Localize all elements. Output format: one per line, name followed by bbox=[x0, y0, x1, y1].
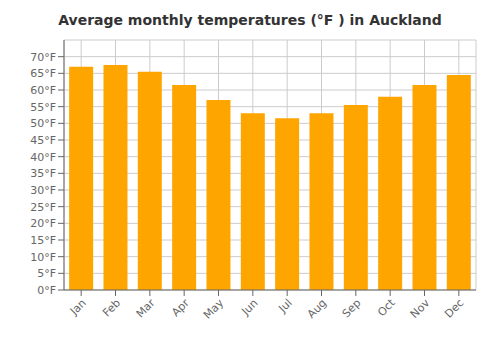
svg-text:Jun: Jun bbox=[238, 296, 260, 318]
svg-text:Mar: Mar bbox=[134, 296, 158, 320]
svg-text:65°F: 65°F bbox=[30, 67, 56, 80]
svg-text:40°F: 40°F bbox=[30, 151, 56, 164]
svg-text:70°F: 70°F bbox=[30, 51, 56, 64]
svg-text:0°F: 0°F bbox=[37, 284, 56, 297]
svg-text:30°F: 30°F bbox=[30, 184, 56, 197]
svg-text:15°F: 15°F bbox=[30, 234, 56, 247]
svg-text:Sep: Sep bbox=[340, 296, 364, 320]
svg-text:10°F: 10°F bbox=[30, 251, 56, 264]
svg-text:Dec: Dec bbox=[442, 296, 466, 320]
svg-text:35°F: 35°F bbox=[30, 167, 56, 180]
svg-text:Feb: Feb bbox=[100, 296, 123, 319]
svg-text:60°F: 60°F bbox=[30, 84, 56, 97]
svg-text:Nov: Nov bbox=[408, 296, 433, 321]
svg-text:Aug: Aug bbox=[305, 296, 329, 320]
svg-text:20°F: 20°F bbox=[30, 217, 56, 230]
svg-text:Apr: Apr bbox=[169, 296, 192, 319]
svg-text:Jan: Jan bbox=[67, 296, 89, 318]
svg-text:50°F: 50°F bbox=[30, 117, 56, 130]
svg-text:Jul: Jul bbox=[276, 296, 295, 315]
svg-text:25°F: 25°F bbox=[30, 201, 56, 214]
svg-text:55°F: 55°F bbox=[30, 101, 56, 114]
svg-text:45°F: 45°F bbox=[30, 134, 56, 147]
svg-text:May: May bbox=[201, 296, 227, 322]
svg-text:5°F: 5°F bbox=[37, 267, 56, 280]
svg-text:Oct: Oct bbox=[375, 296, 398, 319]
html-text:Average monthly temperatures (: Average monthly temperatures (°F ) in Au… bbox=[58, 12, 442, 28]
